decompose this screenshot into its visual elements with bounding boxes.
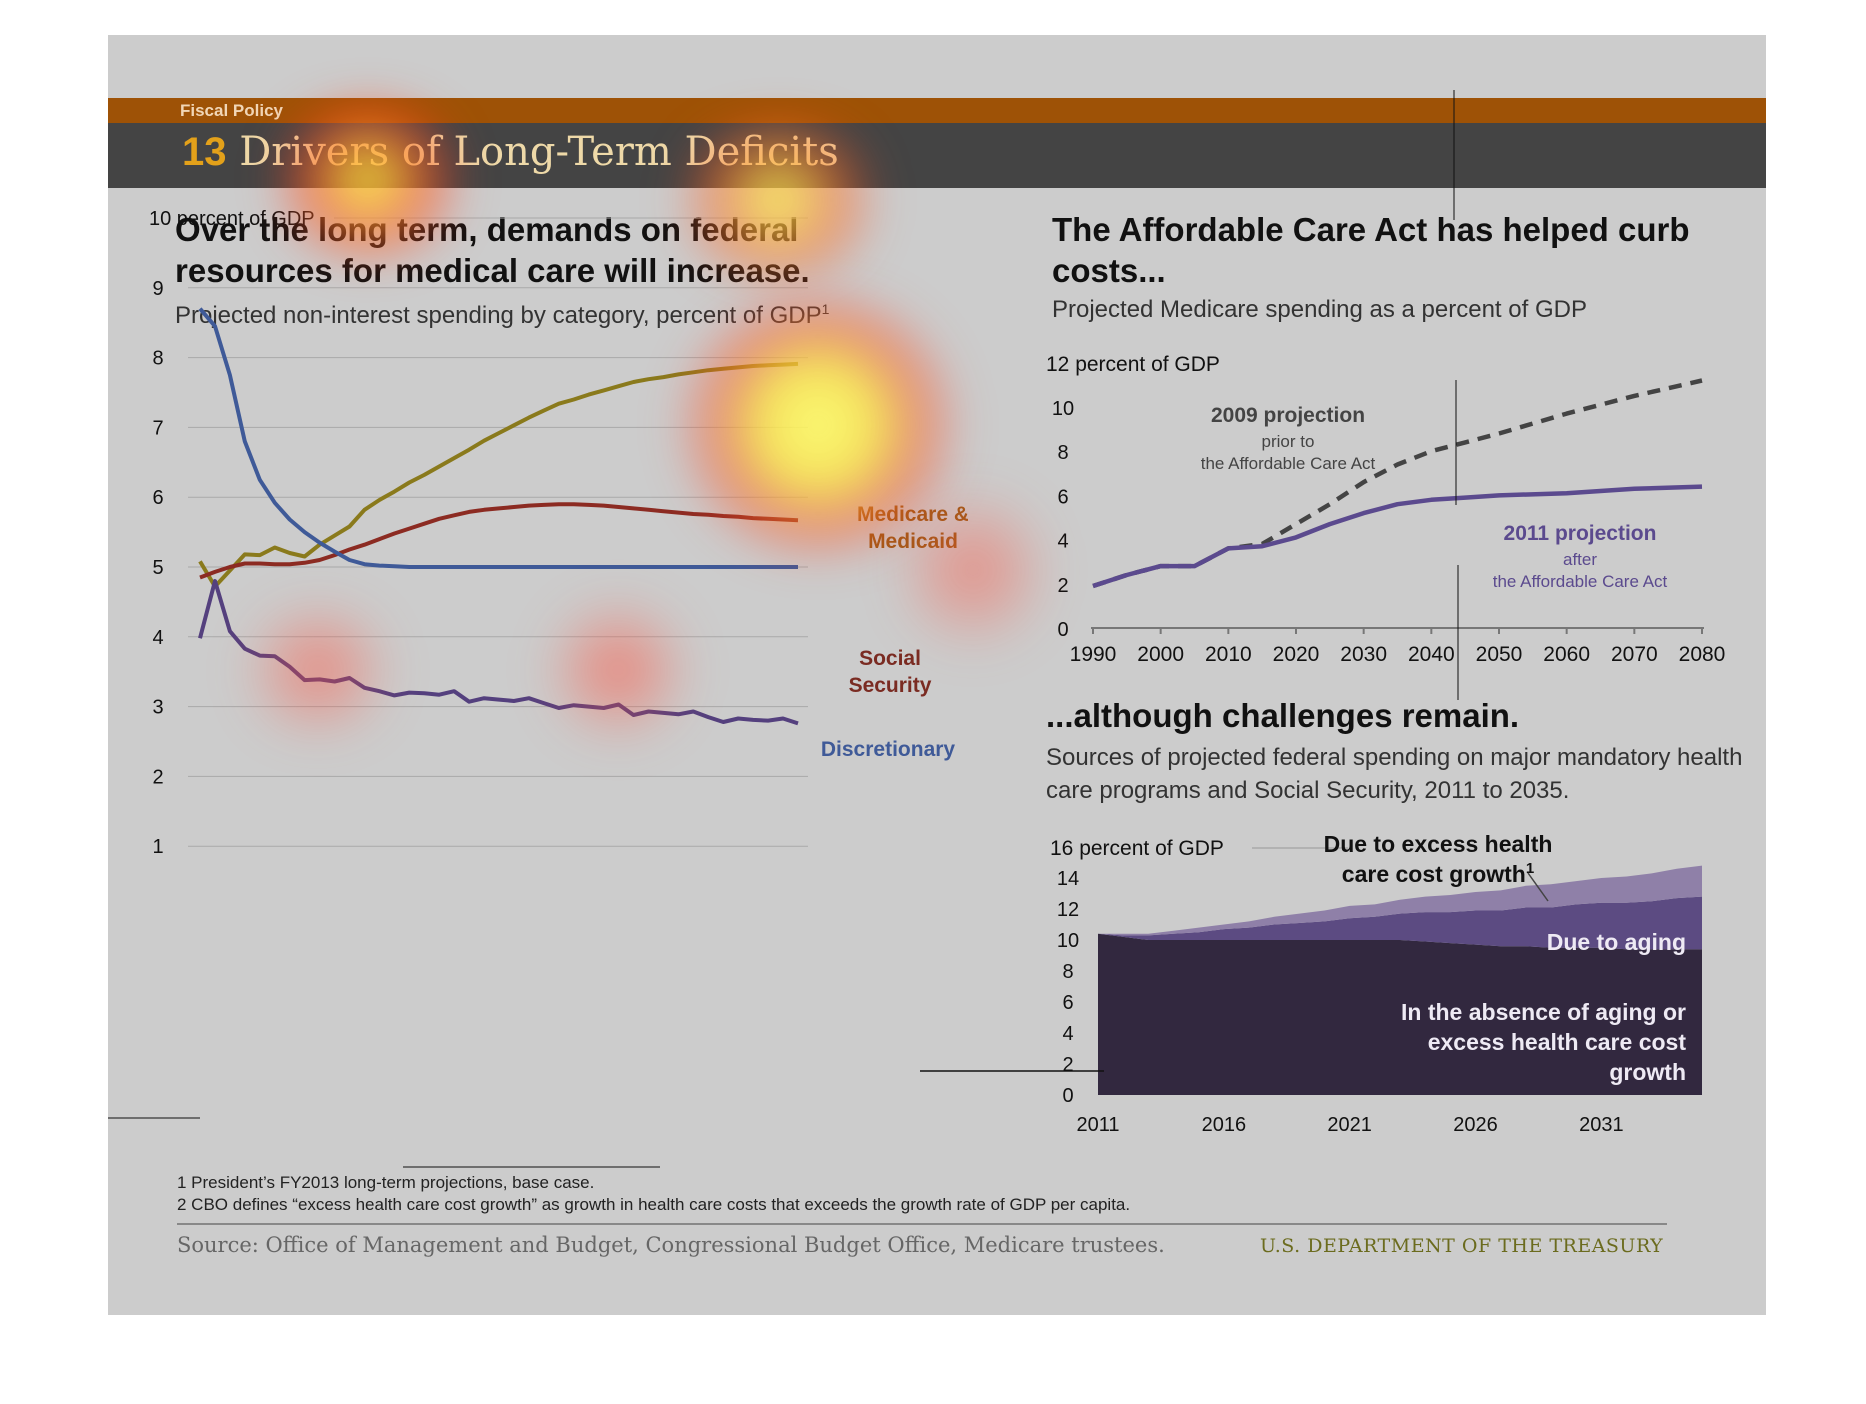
footnotes: 1 President’s FY2013 long-term projectio… [177,1172,1130,1216]
x-tick-label: 2010 [1205,643,1252,666]
series-label-discretionary: Discretionary [821,738,956,761]
series-note-2011-projection: after the Affordable Care Act [1493,550,1668,591]
y-tick-label: 3 [152,697,163,719]
x-tick-label: 2080 [1679,643,1726,666]
health-care-sources-chart: 16 percent of GDP 0 2 4 6 8 10 12 14 2011 2016 2021… [108,831,1702,1168]
annotation-leader [1527,872,1549,902]
x-tick-label: 2031 [1579,1114,1624,1136]
area-label-in-the-absence-of-aging-or-excess-health-care-cost-growth: In the absence of aging or excess health … [1401,999,1686,1085]
y-tick-label: 4 [1062,1023,1073,1045]
series-label-2009-projection: 2009 projection [1211,404,1365,427]
x-tick-label: 2026 [1453,1114,1498,1136]
y-tick-label: 10 [1057,930,1079,952]
y-axis-label: 12 percent of GDP [1046,353,1220,376]
area-due-to-excess-health-care-cost-growth [1098,865,1702,936]
footnote-2: 2 CBO defines “excess health care cost g… [177,1195,1131,1214]
y-tick-label: 9 [152,278,163,300]
y-tick-label: 14 [1057,868,1079,890]
x-tick-label: 2040 [1408,643,1455,666]
y-tick-label: 0 [1062,1085,1073,1107]
area-label-due-to-excess-health-care-cost-growth: Due to excess health care cost growth1 [1324,831,1553,887]
y-tick-label: 2 [152,766,163,788]
top-right-subhead: Projected Medicare spending as a percent… [1052,296,1587,323]
y-tick-label: 4 [152,627,163,649]
y-tick-label: 8 [1062,961,1073,983]
footer-divider [177,1223,1667,1225]
area-in-the-absence-of-aging-or-excess-health-care-cost-growth [1098,933,1702,1095]
source-note: Source: Office of Management and Budget,… [177,1233,1165,1257]
bottom-right-headline: ...although challenges remain. [1046,697,1520,734]
x-tick-label: 2021 [1327,1114,1372,1136]
medicare-projection-chart: 12 percent of GDP 0 2 4 6 8 10 1990 2000 2010 2020… [1046,90,1726,700]
x-tick-label: 2050 [1476,643,1523,666]
x-tick-label: 2030 [1340,643,1387,666]
y-tick-label: 7 [152,417,163,439]
area-label-due-to-aging: Due to aging [1547,929,1686,955]
y-tick-label: 2 [1057,575,1068,597]
x-tick-label: 2020 [1273,643,1320,666]
y-tick-label: 0 [1057,619,1068,641]
x-tick-label: 2060 [1543,643,1590,666]
x-tick-label: 2011 [1076,1114,1119,1136]
y-tick-label: 4 [1057,531,1068,553]
series-label-2011-projection: 2011 projection [1504,522,1657,545]
y-tick-label: 2 [1062,1054,1073,1076]
series-note-2009-projection: prior to the Affordable Care Act [1201,432,1376,473]
y-tick-label: 6 [1057,486,1068,508]
x-tick-label: 2016 [1202,1114,1247,1136]
y-tick-label: 1 [152,836,163,855]
footnote-1: 1 President’s FY2013 long-term projectio… [177,1173,595,1192]
y-tick-label: 10 [1052,398,1074,420]
y-tick-label: 8 [1057,442,1068,464]
series-line-2009-projection [1092,378,1703,589]
y-tick-label: 6 [1062,992,1073,1014]
x-tick-label: 2000 [1137,643,1184,666]
y-tick-label: 8 [152,348,163,370]
series-line-discretionary [198,307,798,569]
top-right-headline: The Affordable Care Act has helped curb … [1052,211,1690,289]
x-tick-label: 1990 [1070,643,1117,666]
y-axis-label: 16 percent of GDP [1050,837,1224,860]
area-due-to-aging [1098,896,1702,950]
bottom-right-subhead: Sources of projected federal spending on… [1046,744,1743,804]
x-tick-label: 2070 [1611,643,1658,666]
y-tick-label: 12 [1057,899,1079,921]
series-line-2011-projection [1092,484,1703,589]
y-tick-label: 6 [152,487,163,509]
y-tick-label: 5 [152,557,163,579]
agency-logo-text: U.S. DEPARTMENT OF THE TREASURY [1260,1235,1664,1257]
chart-number: 13 [182,130,227,174]
slide: Fiscal Policy 13 Drivers of Long-Term De… [108,35,1766,1315]
section-label: Fiscal Policy [180,101,283,120]
